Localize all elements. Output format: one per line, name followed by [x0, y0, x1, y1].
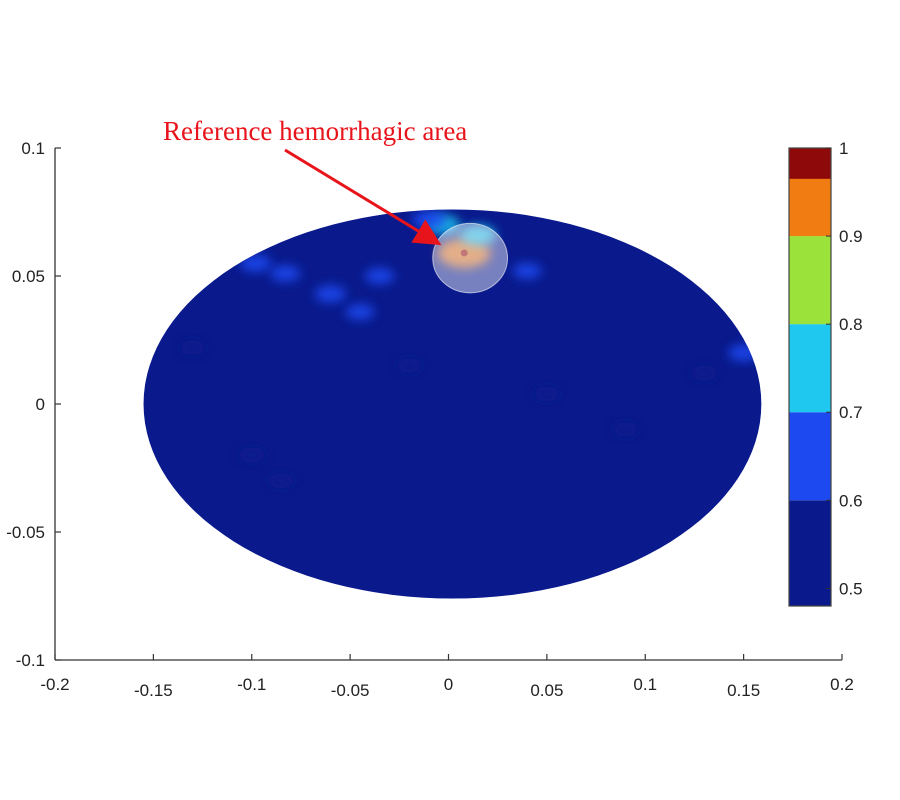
colorbar-tick-label: 0.9 [839, 227, 863, 246]
annotation-arrow [284, 148, 442, 246]
annotation-layer: Reference hemorrhagic area [163, 116, 509, 294]
plot-area [143, 209, 762, 599]
colorbar-tick-label: 0.8 [839, 315, 863, 334]
hotspot-1 [459, 224, 497, 246]
hotspot-10 [728, 344, 759, 362]
hotspot-4 [239, 254, 272, 273]
colorbar-top-band [789, 148, 831, 179]
axes: -0.2 -0.15 -0.1 -0.05 0 0.05 0.1 0.15 0.2 0.1 0.05… [6, 139, 854, 700]
colorbar-band-0 [789, 500, 831, 606]
x-tick-label: 0 [444, 675, 453, 694]
hotspot-12 [237, 447, 266, 463]
hotspot-peak [460, 249, 468, 257]
y-tick-label: 0 [36, 395, 45, 414]
annotation-label: Reference hemorrhagic area [163, 116, 467, 146]
hotspot-8 [345, 303, 375, 320]
colorbar-tick-label: 1 [839, 139, 848, 158]
imaging-region [143, 209, 762, 599]
colorbar: 1 0.9 0.8 0.7 0.6 0.5 [788, 139, 863, 607]
colorbar-band-3 [789, 236, 831, 325]
hotspot-17 [612, 422, 639, 437]
hotspot-9 [512, 262, 542, 279]
x-tick-label: 0.1 [633, 675, 657, 694]
x-tick-label: 0.2 [830, 675, 854, 694]
hotspot-11 [690, 365, 719, 382]
x-tick-label: 0.05 [530, 681, 563, 700]
reference-area-marker [432, 222, 509, 294]
hotspot-6 [314, 285, 347, 303]
x-tick-label: -0.15 [134, 681, 173, 700]
hotspot-group [179, 210, 759, 489]
hotspot-7 [364, 267, 395, 285]
y-tick-label: 0.05 [12, 267, 45, 286]
x-tick-label: -0.1 [237, 675, 266, 694]
y-tick-label: 0.1 [21, 139, 45, 158]
hotspot-15 [533, 386, 560, 402]
colorbar-tick-label: 0.6 [839, 491, 863, 510]
hotspot-14 [179, 340, 206, 356]
y-tick-label: -0.05 [6, 523, 45, 542]
colorbar-tick-label: 0.5 [839, 579, 863, 598]
colorbar-band-2 [789, 324, 831, 413]
hotspot-16 [396, 358, 422, 373]
x-tick-label: 0.15 [727, 681, 760, 700]
hotspot-3 [411, 210, 446, 230]
y-tick-label: -0.1 [16, 651, 45, 670]
x-tick-label: -0.2 [40, 675, 69, 694]
x-tick-label: -0.05 [331, 681, 370, 700]
colorbar-band-1 [789, 412, 831, 501]
hotspot-13 [267, 473, 295, 489]
colorbar-tick-label: 0.7 [839, 403, 863, 422]
colorbar-frame [788, 147, 832, 607]
hotspot-5 [270, 264, 301, 282]
